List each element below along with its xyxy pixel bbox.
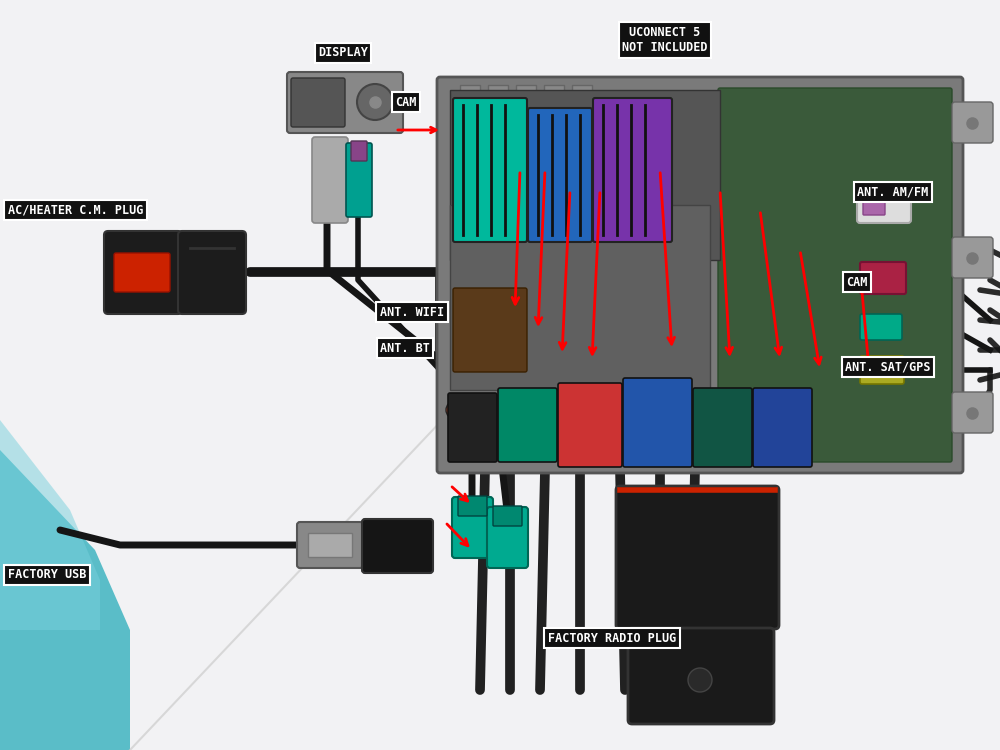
Polygon shape bbox=[0, 0, 130, 750]
FancyBboxPatch shape bbox=[628, 628, 774, 724]
FancyBboxPatch shape bbox=[297, 522, 363, 568]
Text: ANT. AM/FM: ANT. AM/FM bbox=[857, 185, 929, 199]
Bar bbox=[544, 85, 564, 160]
Circle shape bbox=[357, 84, 393, 120]
Bar bbox=[516, 85, 536, 160]
Bar bbox=[450, 90, 720, 260]
FancyBboxPatch shape bbox=[718, 88, 952, 462]
FancyBboxPatch shape bbox=[952, 392, 993, 433]
FancyBboxPatch shape bbox=[287, 72, 403, 133]
FancyBboxPatch shape bbox=[860, 262, 906, 294]
Text: DISPLAY: DISPLAY bbox=[318, 46, 368, 59]
Text: AC/HEATER C.M. PLUG: AC/HEATER C.M. PLUG bbox=[8, 203, 143, 217]
FancyBboxPatch shape bbox=[453, 288, 527, 372]
FancyBboxPatch shape bbox=[528, 108, 592, 242]
FancyBboxPatch shape bbox=[362, 519, 433, 573]
Polygon shape bbox=[0, 0, 100, 750]
Bar bbox=[488, 85, 508, 160]
FancyBboxPatch shape bbox=[558, 383, 622, 467]
FancyBboxPatch shape bbox=[860, 356, 904, 384]
Text: ANT. SAT/GPS: ANT. SAT/GPS bbox=[845, 361, 931, 374]
Text: FACTORY USB: FACTORY USB bbox=[8, 568, 86, 581]
Bar bbox=[460, 85, 480, 160]
FancyBboxPatch shape bbox=[593, 98, 672, 242]
Bar bbox=[0, 630, 130, 750]
FancyBboxPatch shape bbox=[452, 497, 493, 558]
FancyBboxPatch shape bbox=[498, 388, 557, 462]
Bar bbox=[572, 85, 592, 160]
FancyBboxPatch shape bbox=[952, 102, 993, 143]
FancyBboxPatch shape bbox=[346, 143, 372, 217]
Circle shape bbox=[446, 401, 464, 419]
FancyBboxPatch shape bbox=[493, 506, 522, 526]
Bar bbox=[308, 533, 352, 557]
FancyBboxPatch shape bbox=[448, 393, 497, 462]
FancyBboxPatch shape bbox=[453, 98, 527, 242]
Circle shape bbox=[688, 668, 712, 692]
FancyBboxPatch shape bbox=[114, 253, 170, 292]
Text: CAM: CAM bbox=[395, 95, 417, 109]
FancyBboxPatch shape bbox=[753, 388, 812, 467]
FancyBboxPatch shape bbox=[616, 486, 779, 629]
Text: FACTORY RADIO PLUG: FACTORY RADIO PLUG bbox=[548, 632, 676, 644]
Text: ANT. BT: ANT. BT bbox=[380, 341, 430, 355]
FancyBboxPatch shape bbox=[863, 197, 885, 215]
Text: CAM: CAM bbox=[846, 275, 868, 289]
Circle shape bbox=[471, 401, 489, 419]
Bar bbox=[450, 205, 710, 390]
Text: ANT. WIFI: ANT. WIFI bbox=[380, 305, 444, 319]
FancyBboxPatch shape bbox=[693, 388, 752, 467]
FancyBboxPatch shape bbox=[178, 231, 246, 314]
FancyBboxPatch shape bbox=[291, 78, 345, 127]
FancyBboxPatch shape bbox=[857, 189, 911, 223]
FancyBboxPatch shape bbox=[952, 237, 993, 278]
FancyBboxPatch shape bbox=[104, 231, 182, 314]
FancyBboxPatch shape bbox=[623, 378, 692, 467]
FancyBboxPatch shape bbox=[458, 496, 487, 516]
FancyBboxPatch shape bbox=[487, 507, 528, 568]
FancyBboxPatch shape bbox=[312, 137, 348, 223]
Text: UCONNECT 5
NOT INCLUDED: UCONNECT 5 NOT INCLUDED bbox=[622, 26, 708, 54]
FancyBboxPatch shape bbox=[860, 314, 902, 340]
FancyBboxPatch shape bbox=[437, 77, 963, 473]
FancyBboxPatch shape bbox=[351, 141, 367, 161]
